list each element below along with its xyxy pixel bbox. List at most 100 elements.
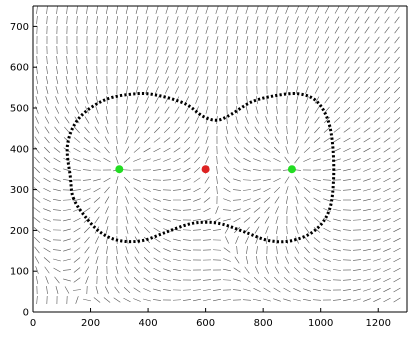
field-vector bbox=[125, 26, 129, 34]
field-vector bbox=[73, 217, 81, 223]
field-vector bbox=[62, 199, 72, 201]
field-vector bbox=[34, 136, 40, 144]
field-vector bbox=[145, 36, 149, 44]
field-vector bbox=[393, 117, 401, 123]
field-vector bbox=[182, 289, 192, 291]
field-vector bbox=[222, 209, 232, 211]
field-vector bbox=[313, 237, 321, 243]
boundary-curve-layer bbox=[65, 92, 336, 244]
field-vector bbox=[273, 177, 281, 183]
field-vector bbox=[253, 188, 261, 192]
field-vector bbox=[245, 116, 249, 124]
field-vector bbox=[125, 106, 129, 114]
field-vector bbox=[172, 209, 182, 211]
field-vector bbox=[204, 176, 210, 184]
field-vector bbox=[115, 276, 119, 284]
field-vector bbox=[184, 136, 190, 144]
field-vector bbox=[234, 146, 240, 154]
field-vector bbox=[155, 86, 159, 94]
field-vector bbox=[232, 289, 242, 291]
field-vector bbox=[323, 127, 331, 133]
field-vector bbox=[373, 228, 381, 232]
field-vector bbox=[274, 136, 280, 144]
field-vector bbox=[194, 116, 200, 124]
field-vector bbox=[245, 236, 249, 244]
field-vector bbox=[265, 226, 269, 234]
field-vector bbox=[295, 96, 299, 104]
field-vector bbox=[183, 167, 191, 173]
field-vector bbox=[174, 86, 180, 94]
field-vector bbox=[45, 276, 49, 284]
field-vector bbox=[264, 136, 270, 144]
field-vector bbox=[263, 298, 271, 302]
field-vector bbox=[373, 238, 381, 242]
field-vector bbox=[324, 16, 330, 24]
field-vector bbox=[123, 157, 131, 163]
field-vector bbox=[225, 146, 229, 154]
field-vector bbox=[393, 257, 401, 263]
field-vector bbox=[233, 267, 241, 273]
field-vector bbox=[172, 279, 182, 281]
field-vector bbox=[115, 266, 119, 274]
field-vector bbox=[253, 207, 261, 213]
field-vector bbox=[253, 197, 261, 203]
field-vector bbox=[232, 189, 242, 191]
field-vector bbox=[393, 147, 401, 153]
field-vector bbox=[35, 106, 39, 114]
field-vector bbox=[85, 106, 89, 114]
field-vector bbox=[353, 278, 361, 282]
field-vector bbox=[373, 97, 381, 103]
field-vector bbox=[223, 218, 231, 222]
field-vector bbox=[43, 187, 51, 193]
field-vector bbox=[205, 96, 209, 104]
field-vector bbox=[113, 297, 121, 303]
field-vector bbox=[323, 258, 331, 262]
field-vector bbox=[173, 168, 181, 172]
field-vector bbox=[63, 248, 71, 252]
field-vector bbox=[125, 116, 129, 124]
field-vector bbox=[393, 177, 401, 183]
field-vector bbox=[394, 16, 400, 24]
field-vector bbox=[245, 36, 249, 44]
field-vector bbox=[203, 298, 211, 302]
field-vector bbox=[34, 256, 40, 264]
field-vector bbox=[393, 287, 401, 293]
field-vector bbox=[242, 189, 252, 191]
field-vector bbox=[285, 56, 289, 64]
field-vector bbox=[215, 6, 219, 14]
field-vector bbox=[105, 226, 109, 234]
y-tick-label: 300 bbox=[10, 185, 29, 196]
field-vector bbox=[43, 257, 51, 263]
field-vector bbox=[393, 167, 401, 173]
field-vector bbox=[225, 26, 229, 34]
field-vector bbox=[144, 126, 150, 134]
field-vector bbox=[205, 26, 209, 34]
field-vector bbox=[205, 106, 209, 114]
field-vector bbox=[225, 236, 229, 244]
field-vector bbox=[274, 146, 280, 154]
field-vector bbox=[216, 86, 218, 94]
field-vector bbox=[243, 147, 251, 153]
field-vector bbox=[143, 267, 151, 273]
field-vector bbox=[114, 286, 120, 294]
field-vector bbox=[225, 56, 229, 64]
field-vector bbox=[255, 106, 259, 114]
field-vector bbox=[324, 96, 330, 104]
field-vector bbox=[174, 106, 180, 114]
field-vector bbox=[134, 136, 140, 144]
field-vector bbox=[142, 169, 152, 171]
x-tick-label: 400 bbox=[139, 318, 158, 329]
field-vector bbox=[216, 175, 218, 185]
field-vector bbox=[135, 46, 139, 54]
field-vector bbox=[275, 6, 279, 14]
field-vector bbox=[383, 268, 391, 272]
field-vector bbox=[323, 248, 331, 252]
field-vector bbox=[276, 245, 278, 255]
field-vector bbox=[323, 198, 331, 202]
field-vector bbox=[85, 96, 89, 104]
field-vector bbox=[275, 46, 279, 54]
field-vector bbox=[393, 207, 401, 213]
field-vector bbox=[205, 66, 209, 74]
field-vector bbox=[143, 188, 151, 192]
data-point bbox=[287, 165, 296, 174]
